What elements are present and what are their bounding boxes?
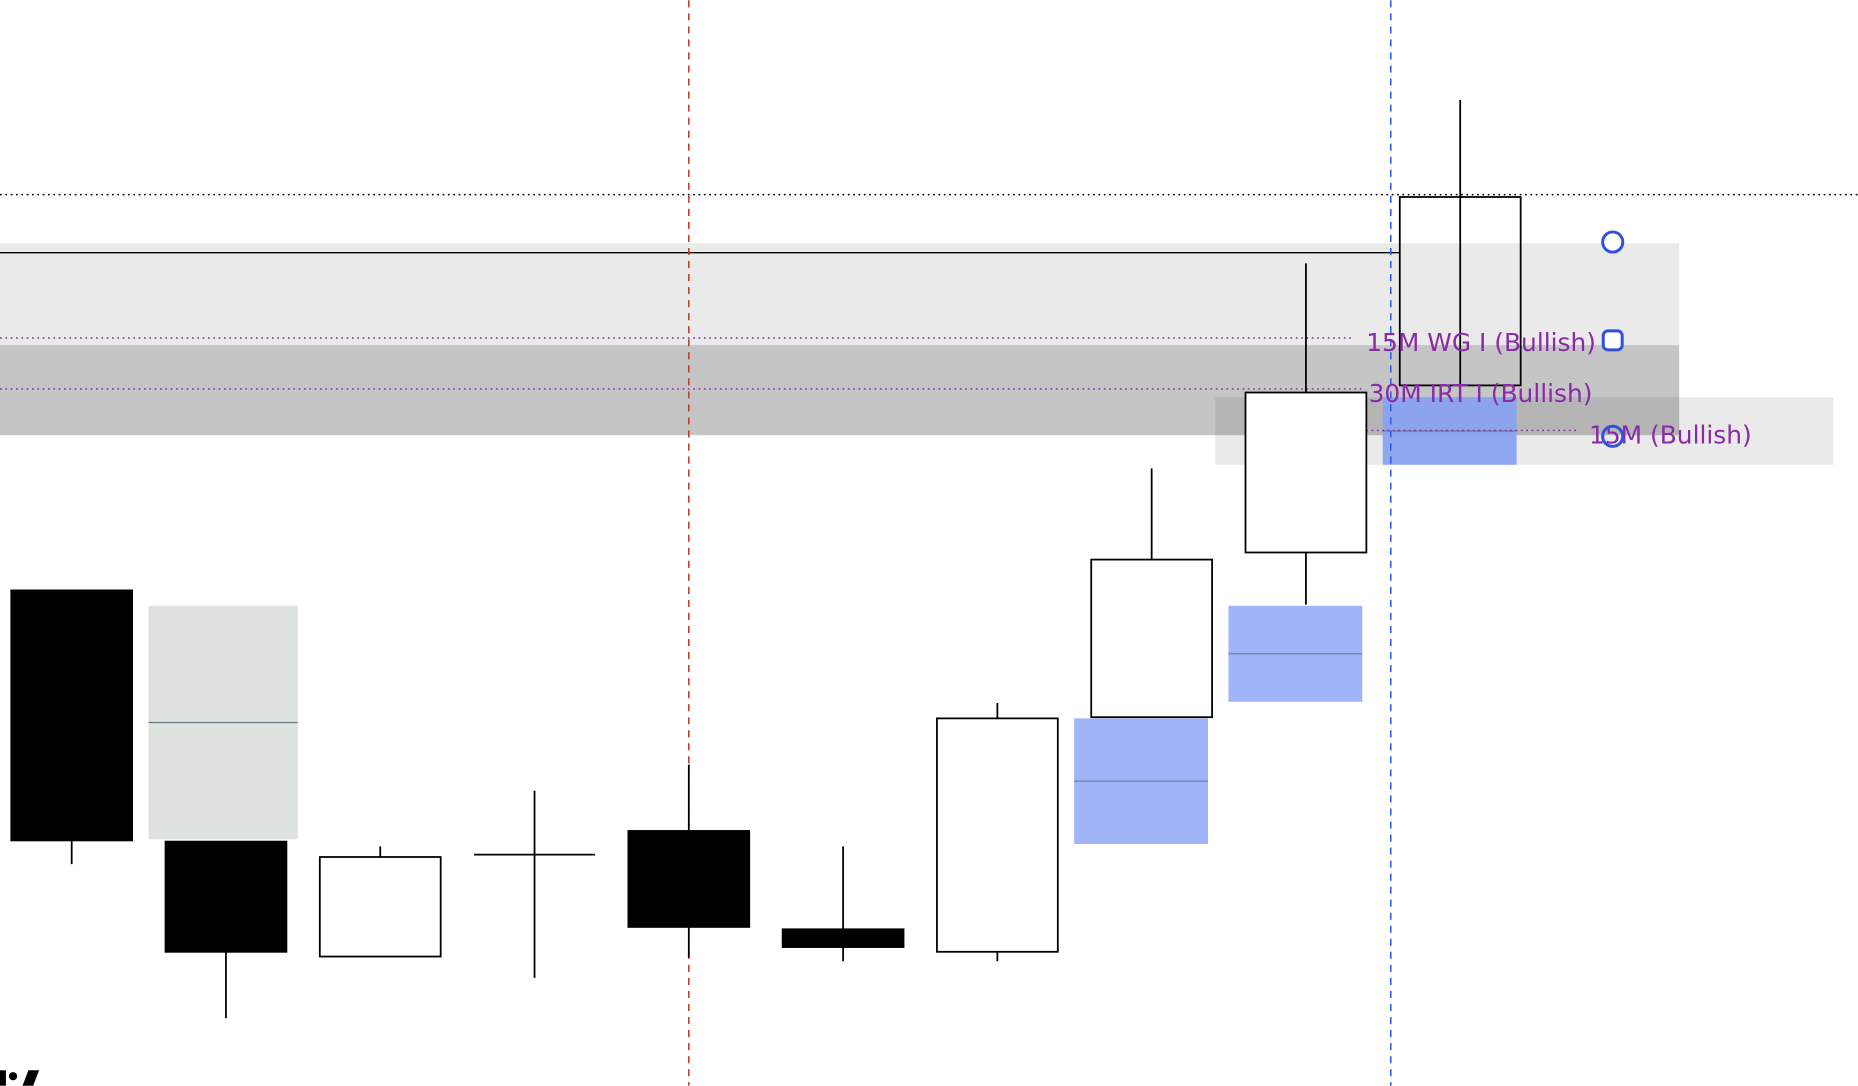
level-label: 15M WG I (Bullish) — [1366, 328, 1596, 357]
candle-body-bearish — [627, 830, 751, 928]
candle-body-bullish — [1398, 196, 1522, 387]
candle-body-bearish — [781, 928, 905, 948]
drag-handle-square[interactable] — [1601, 329, 1624, 352]
fvg-layer — [148, 397, 1517, 844]
drag-handle-circle[interactable] — [1601, 424, 1625, 448]
candle-body-bullish — [1244, 391, 1368, 554]
candle-body-bullish — [936, 717, 1059, 953]
candle-body-bullish — [318, 856, 442, 958]
levels-layer — [0, 193, 1858, 432]
candles-layer — [10, 99, 1522, 1019]
handles-layer[interactable] — [1601, 230, 1625, 448]
candle-body-bearish — [164, 840, 288, 953]
tradingview-logo — [0, 1070, 40, 1086]
candle-body-bullish — [1090, 558, 1213, 719]
candle-body-bearish — [10, 589, 134, 842]
drag-handle-circle[interactable] — [1601, 230, 1625, 254]
level-label: 30M IRT I (Bullish) — [1369, 379, 1593, 408]
